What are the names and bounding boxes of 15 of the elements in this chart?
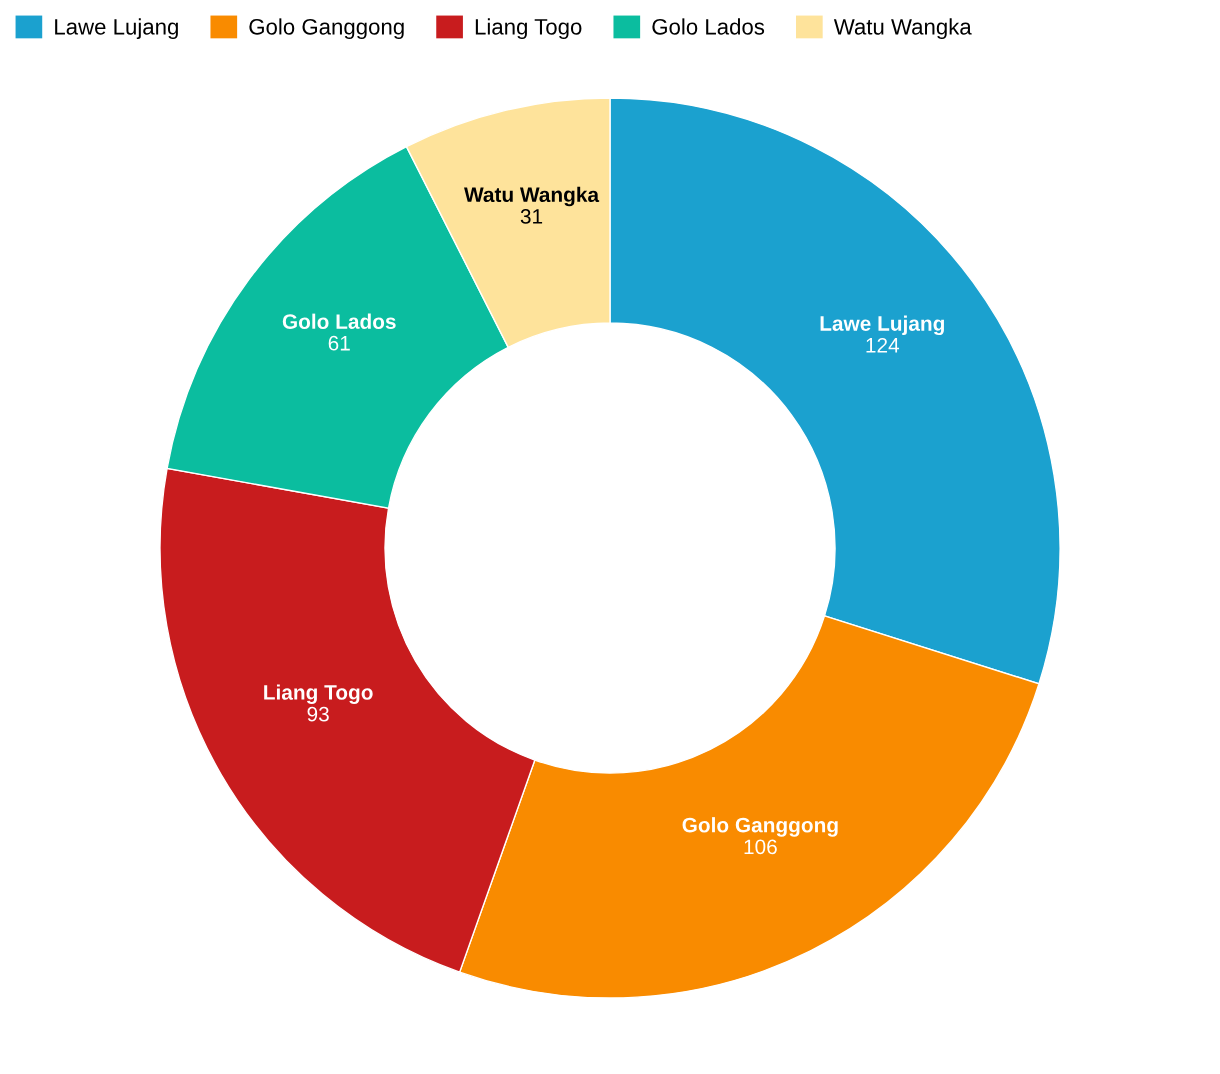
legend-label: Golo Ganggong xyxy=(249,18,404,40)
data-label: 124 xyxy=(866,337,900,353)
legend-label: Lawe Lujang xyxy=(55,18,178,40)
legend-label: Liang Togo xyxy=(475,18,582,40)
slice-label: Watu Wangka xyxy=(464,186,600,207)
data-label: 31 xyxy=(520,209,543,224)
slice-label: Golo Ganggong xyxy=(682,817,838,837)
slice-label: Liang Togo xyxy=(264,684,373,704)
slice-label: Lawe Lujang xyxy=(820,315,944,336)
legend-label: Watu Wangka xyxy=(833,18,972,40)
data-label: 61 xyxy=(328,335,350,351)
legend-label: Golo Lados xyxy=(652,18,765,35)
data-label: 93 xyxy=(307,706,329,722)
data-label: 106 xyxy=(744,839,777,855)
slice-label: Golo Lados xyxy=(282,313,396,329)
